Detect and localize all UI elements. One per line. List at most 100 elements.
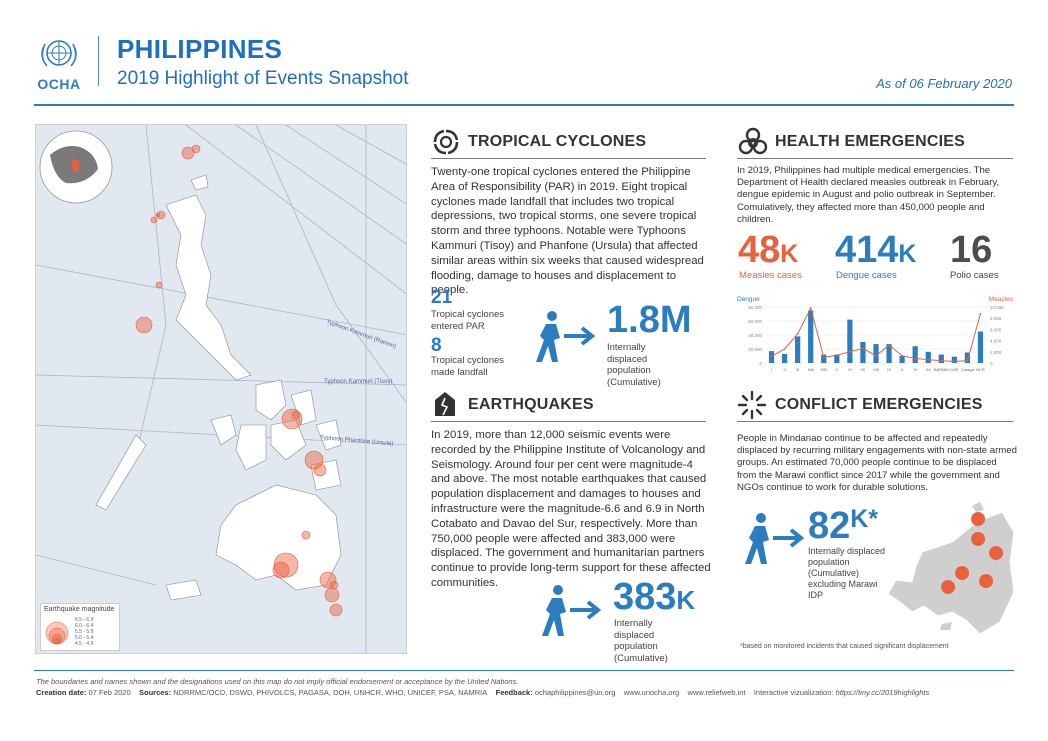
category-label: III bbox=[796, 367, 799, 372]
mindanao-map bbox=[887, 502, 1015, 635]
header-rule bbox=[34, 104, 1014, 106]
dengue-bar bbox=[925, 351, 931, 363]
displaced-person-icon bbox=[542, 585, 602, 636]
feedback-email[interactable]: ochaphilippines@un.org bbox=[534, 688, 616, 697]
legend-item: 5.0 - 5.4 bbox=[75, 635, 94, 641]
viz-label: Interactive vizualization: bbox=[753, 688, 834, 697]
section-rule bbox=[737, 158, 1013, 159]
site-unocha[interactable]: www.unocha.org bbox=[623, 688, 680, 697]
category-label: II bbox=[783, 367, 785, 372]
dengue-bar bbox=[938, 354, 944, 363]
legend-item: 6.5 - 6.9 bbox=[75, 617, 94, 623]
dengue-bar bbox=[781, 353, 788, 363]
right-tick-label: 8,000 bbox=[990, 316, 1002, 321]
measles-point bbox=[783, 348, 786, 350]
measles-point bbox=[822, 356, 825, 359]
dengue-bar bbox=[912, 346, 918, 363]
cyclones-landfall-value: 8 bbox=[431, 335, 442, 356]
health-chart: Dengue Measles 80,000 60,000 40,000 20,000 0 10… bbox=[737, 296, 1014, 372]
creation-date: 07 Feb 2020 bbox=[88, 688, 131, 697]
sources: NDRRMC/OCD, DSWD, PHIVOLCS, PAGASA, DOH,… bbox=[173, 688, 488, 697]
left-axis-label: Dengue bbox=[737, 296, 760, 303]
legend-title: Earthquake magnitude bbox=[44, 606, 115, 613]
measles-point bbox=[927, 358, 930, 361]
measles-point bbox=[875, 354, 877, 357]
legend-item: 4.5 - 4.9 bbox=[75, 641, 94, 647]
dengue-bar bbox=[964, 352, 971, 363]
measles-point bbox=[862, 347, 864, 350]
page-title: PHILIPPINES bbox=[117, 34, 283, 64]
viz-url[interactable]: https://tiny.cc/2019highlights bbox=[835, 688, 930, 697]
conflict-idp-number: 82 bbox=[808, 505, 851, 547]
category-label: CAR bbox=[950, 367, 959, 372]
measles-point bbox=[796, 332, 799, 335]
measles-number: 48 bbox=[738, 229, 781, 271]
header-divider bbox=[98, 36, 99, 86]
category-label: NCR bbox=[976, 367, 985, 372]
cyclone-icon bbox=[433, 129, 459, 155]
section-rule bbox=[737, 421, 1013, 422]
category-label: VI bbox=[848, 367, 852, 372]
conflict-idp-suffix: K* bbox=[850, 505, 879, 533]
health-text: In 2019, Philippines had multiple medica… bbox=[737, 165, 1000, 225]
category-label: VII bbox=[860, 367, 865, 372]
category-label: BARMM bbox=[934, 367, 949, 372]
earthquakes-text: In 2019, more than 12,000 seismic events… bbox=[431, 429, 711, 589]
right-tick-label: 6,000 bbox=[990, 327, 1002, 332]
philippines-map: Typhoon Kammuri (Ramon) Typhoon Kammuri … bbox=[35, 124, 407, 654]
dengue-suffix: K bbox=[898, 240, 917, 268]
cyclones-text: Twenty-one tropical cyclones entered the… bbox=[431, 166, 704, 297]
dengue-bar bbox=[899, 356, 905, 363]
creation-label: Creation date: bbox=[36, 688, 87, 697]
category-label: XI bbox=[913, 367, 917, 372]
measles-value: 48K bbox=[738, 229, 798, 272]
logo-text: OCHA bbox=[37, 76, 81, 92]
typhoon-label-tisoy: Typhoon Kammuri (Tisoy) bbox=[324, 379, 392, 385]
cyclones-idp-value: 1.8M bbox=[607, 299, 692, 341]
displaced-person-icon bbox=[536, 311, 596, 362]
measles-suffix: K bbox=[780, 240, 799, 268]
dengue-bar bbox=[834, 354, 840, 363]
as-of-date: As of 06 February 2020 bbox=[876, 76, 1012, 91]
category-label: I bbox=[771, 367, 772, 372]
dengue-bar bbox=[977, 331, 984, 363]
dengue-bar bbox=[873, 344, 879, 363]
un-emblem-icon bbox=[41, 40, 77, 67]
category-label: V bbox=[835, 367, 838, 372]
cyclones-idp-label: Internally displaced population (Cumulat… bbox=[607, 342, 661, 388]
left-tick-label: 20,000 bbox=[748, 347, 762, 352]
measles-point bbox=[979, 312, 982, 315]
footer-rule bbox=[34, 670, 1014, 671]
dengue-number: 414 bbox=[835, 229, 899, 271]
header: OCHA PHILIPPINES 2019 Highlight of Event… bbox=[0, 0, 1048, 110]
section-title-earthquakes: EARTHQUAKES bbox=[468, 396, 594, 413]
conflict-burst-icon bbox=[737, 390, 767, 420]
ocha-logo: OCHA bbox=[34, 34, 84, 92]
dengue-label: Dengue cases bbox=[836, 270, 897, 281]
conflict-idp-label: Internally displaced population (Cumulat… bbox=[808, 546, 886, 600]
category-label: IVB bbox=[821, 367, 828, 372]
measles-point bbox=[809, 307, 812, 310]
right-axis-label: Measles bbox=[989, 296, 1014, 303]
map-graphic: Typhoon Kammuri (Ramon) Typhoon Kammuri … bbox=[36, 125, 406, 653]
biohazard-icon bbox=[738, 127, 768, 155]
measles-point bbox=[848, 350, 851, 353]
left-tick-label: 0 bbox=[759, 361, 762, 366]
dengue-bar bbox=[795, 336, 801, 363]
section-rule bbox=[431, 158, 706, 159]
displaced-person-icon bbox=[745, 513, 805, 564]
left-tick-label: 80,000 bbox=[748, 305, 762, 310]
left-tick-label: 40,000 bbox=[748, 333, 762, 338]
legend-item: 5.5 - 5.9 bbox=[75, 629, 94, 635]
category-label: XII bbox=[926, 367, 931, 372]
section-title-health: HEALTH EMERGENCIES bbox=[775, 133, 965, 150]
cyclones-entered-value: 21 bbox=[431, 287, 453, 308]
dengue-bar bbox=[821, 354, 827, 363]
site-reliefweb[interactable]: www.reliefweb.int bbox=[687, 688, 746, 697]
dengue-bar bbox=[860, 342, 866, 363]
section-title-conflict: CONFLICT EMERGENCIES bbox=[775, 396, 983, 413]
measles-point bbox=[901, 354, 904, 357]
category-label: Caraga bbox=[961, 367, 975, 372]
conflict-markers bbox=[941, 512, 1004, 606]
earthquakes-idp-number: 383 bbox=[613, 576, 677, 618]
